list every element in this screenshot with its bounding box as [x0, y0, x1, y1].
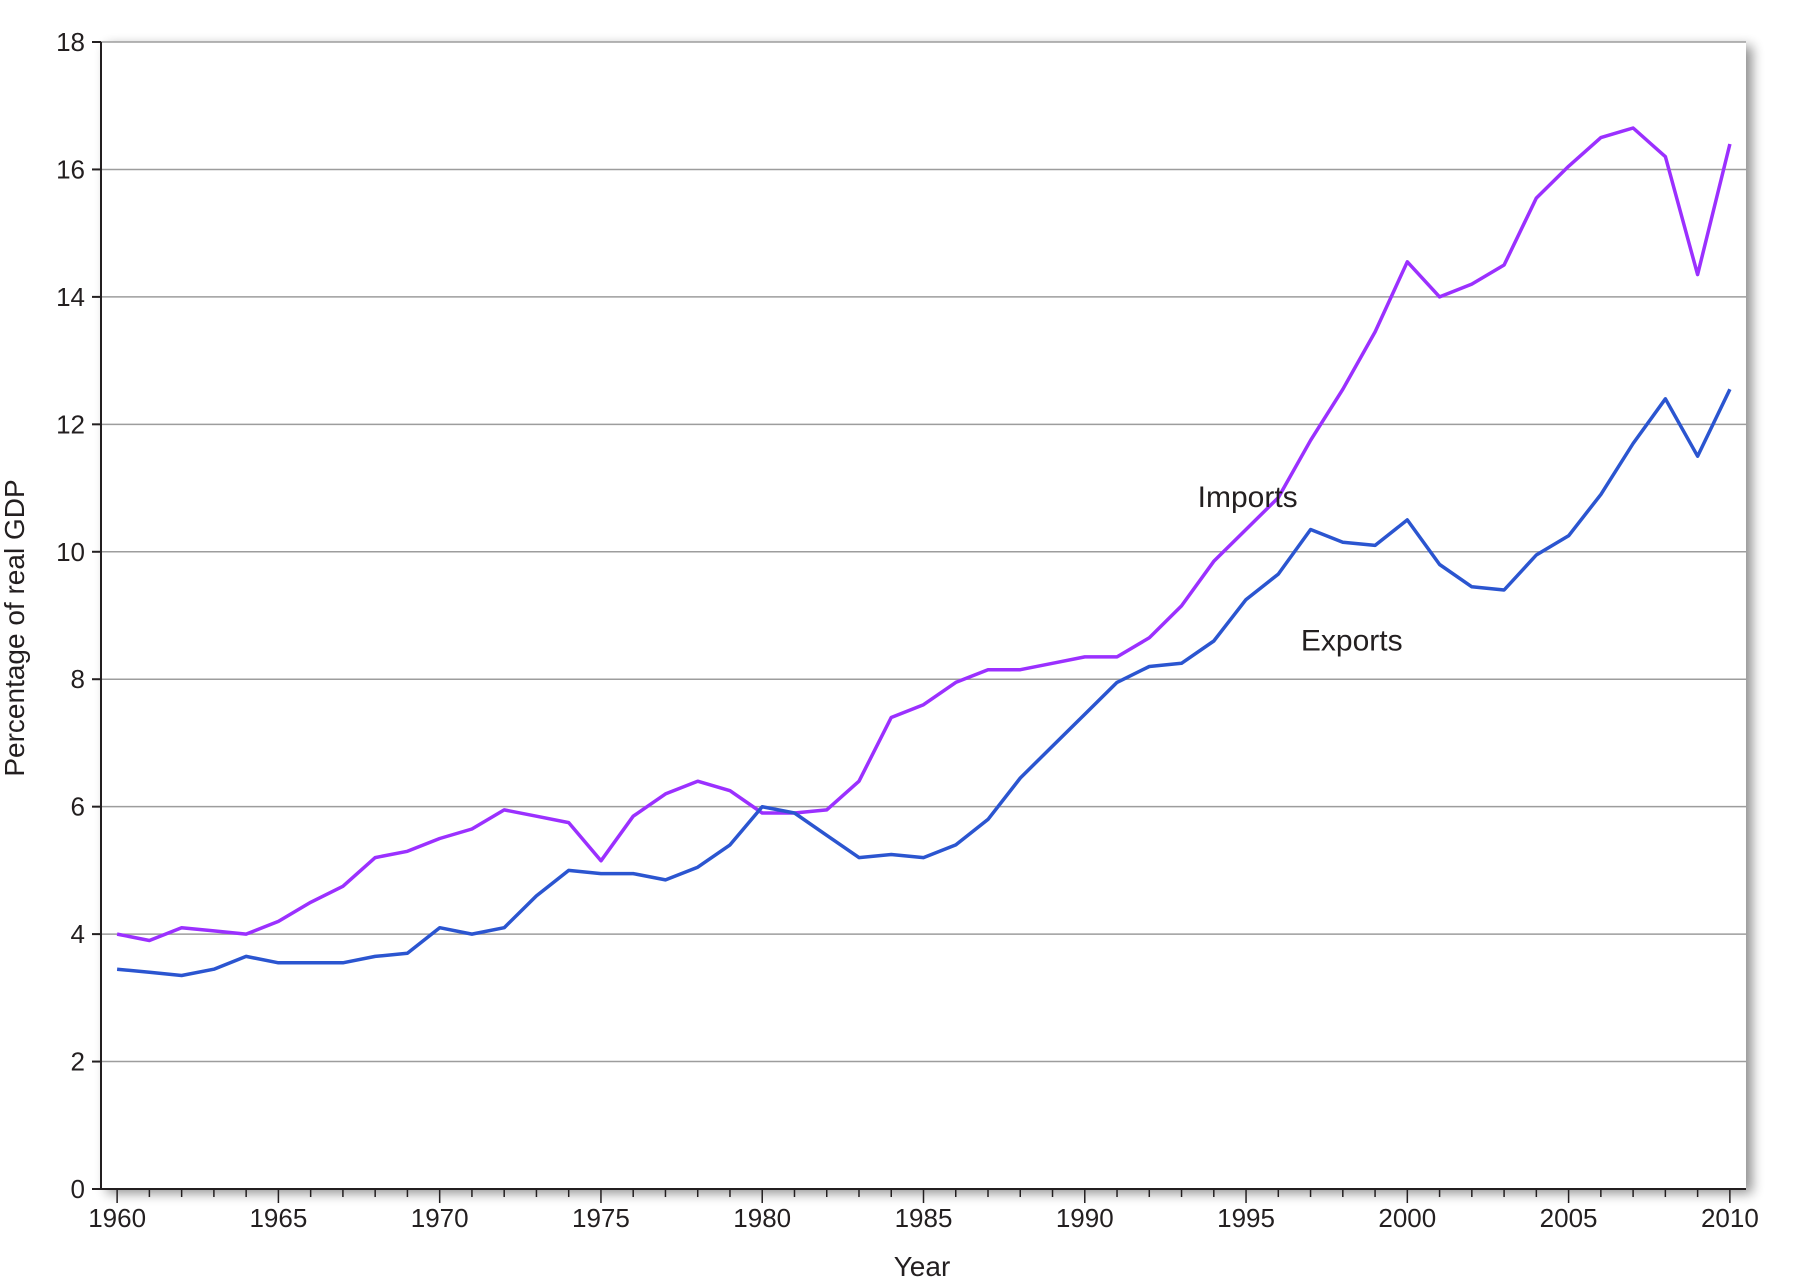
plot-area [101, 42, 1746, 1189]
x-tick-label-1995: 1995 [1217, 1203, 1275, 1233]
y-tick-label-8: 8 [71, 664, 85, 694]
gridlines [101, 41, 1746, 1063]
x-tick-label-1975: 1975 [572, 1203, 630, 1233]
y-tick-label-18: 18 [56, 27, 85, 57]
series-layer [116, 126, 1732, 978]
x-tick-label-1990: 1990 [1056, 1203, 1114, 1233]
x-tick-label-1965: 1965 [249, 1203, 307, 1233]
y-axis-title: Percentage of real GDP [0, 479, 30, 776]
y-tick-label-14: 14 [56, 282, 85, 312]
y-tick-label-4: 4 [71, 919, 85, 949]
x-tick-label-1985: 1985 [895, 1203, 953, 1233]
series-labels: Imports Exports [1198, 481, 1403, 657]
series-line-imports [116, 126, 1732, 943]
axis-labels: Year Percentage of real GDP [0, 479, 950, 1281]
series-label-imports: Imports [1198, 481, 1298, 514]
axes: 0 2 4 6 8 10 12 14 16 18 1960 1965 1970 1975 1980 1985 1… [56, 27, 1759, 1233]
x-tick-label-2005: 2005 [1540, 1203, 1598, 1233]
series-label-exports: Exports [1301, 625, 1403, 658]
y-tick-label-12: 12 [56, 409, 85, 439]
series-line-exports [116, 388, 1732, 978]
x-tick-label-2010: 2010 [1701, 1203, 1759, 1233]
y-tick-label-0: 0 [71, 1174, 85, 1204]
x-tick-label-1980: 1980 [733, 1203, 791, 1233]
x-axis-title: Year [894, 1251, 951, 1281]
x-tick-label-1970: 1970 [411, 1203, 469, 1233]
y-tick-label-2: 2 [71, 1047, 85, 1077]
y-tick-label-16: 16 [56, 154, 85, 184]
y-tick-label-10: 10 [56, 537, 85, 567]
x-tick-label-2000: 2000 [1378, 1203, 1436, 1233]
x-tick-label-1960: 1960 [88, 1203, 146, 1233]
y-tick-label-6: 6 [71, 792, 85, 822]
